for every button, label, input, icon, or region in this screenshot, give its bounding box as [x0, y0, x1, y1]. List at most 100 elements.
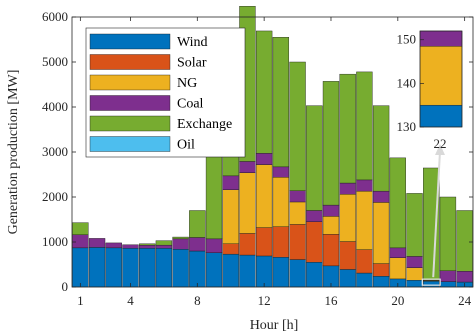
inset-hour-label: 22 — [434, 136, 447, 151]
inset-y-tick-label-130: 130 — [397, 119, 417, 134]
bar-exchange-h18 — [356, 71, 373, 181]
bar-exchange-h6 — [155, 240, 173, 246]
legend-label-solar: Solar — [177, 56, 207, 71]
bar-ng-h12 — [255, 164, 273, 228]
bar-coal-h23 — [439, 270, 457, 282]
y-tick-label-2000: 2000 — [42, 189, 68, 204]
bar-coal-h24 — [456, 271, 473, 283]
legend-label-coal: Coal — [177, 97, 204, 112]
bar-exchange-h19 — [372, 105, 390, 192]
bar-solar-h12 — [255, 227, 273, 257]
bar-coal-h17 — [339, 182, 356, 195]
bar-solar-h14 — [289, 224, 306, 260]
y-tick-label-1000: 1000 — [42, 234, 68, 249]
bar-exchange-h7 — [172, 236, 189, 240]
bar-wind-h19 — [372, 276, 390, 288]
bar-ng-h13 — [272, 176, 290, 227]
bar-wind-h4 — [122, 248, 139, 288]
inset-y-tick-label-140: 140 — [397, 75, 417, 90]
inset-segment-wind — [419, 104, 463, 128]
bar-coal-h20 — [389, 247, 406, 258]
bar-ng-h17 — [339, 194, 356, 242]
x-tick-label-16: 16 — [324, 293, 338, 308]
legend-swatch-ng — [89, 74, 171, 91]
bar-coal-h15 — [306, 210, 323, 222]
bar-wind-h21 — [406, 280, 423, 288]
bar-exchange-h1 — [72, 222, 89, 235]
bar-solar-h16 — [322, 234, 340, 267]
bar-wind-h23 — [439, 281, 457, 288]
bar-solar-h19 — [372, 263, 390, 277]
bar-wind-h22 — [423, 280, 440, 288]
legend-label-ng: NG — [177, 76, 197, 91]
bar-wind-h6 — [155, 248, 173, 288]
bar-coal-h3 — [105, 242, 122, 249]
bar-wind-h1 — [72, 247, 89, 288]
inset-frame — [419, 30, 463, 128]
bar-exchange-h5 — [139, 243, 156, 246]
bars-layer — [72, 5, 473, 288]
bar-wind-h15 — [306, 262, 323, 288]
legend-swatch-oil — [89, 136, 171, 152]
bar-wind-h9 — [205, 252, 223, 288]
bar-wind-h7 — [172, 248, 189, 288]
bar-solar-h17 — [339, 241, 356, 270]
bar-coal-h8 — [189, 237, 206, 252]
legend-label-oil: Oil — [177, 138, 195, 153]
bar-wind-h13 — [272, 257, 290, 288]
bar-coal-h11 — [239, 161, 256, 173]
y-tick-label-0: 0 — [62, 279, 69, 294]
legend-swatch-exchange — [89, 115, 171, 132]
bar-exchange-h8 — [189, 210, 206, 238]
bar-coal-h10 — [222, 175, 239, 191]
bar-coal-h1 — [72, 234, 89, 249]
bar-exchange-h23 — [439, 196, 457, 272]
bar-ng-h10 — [222, 189, 239, 245]
bar-solar-h11 — [239, 233, 256, 256]
legend-box — [85, 27, 246, 158]
x-tick-label-1: 1 — [77, 293, 84, 308]
bar-wind-h14 — [289, 259, 306, 288]
bar-exchange-h12 — [255, 30, 273, 154]
y-tick-label-6000: 6000 — [42, 9, 68, 24]
x-tick-label-24: 24 — [458, 293, 472, 308]
bar-exchange-h15 — [306, 105, 323, 211]
bar-exchange-h24 — [456, 210, 473, 272]
bar-coal-h2 — [88, 238, 106, 248]
bar-wind-h2 — [88, 247, 106, 288]
bar-coal-h21 — [406, 256, 423, 268]
bar-wind-h8 — [189, 250, 206, 288]
bar-ng-h14 — [289, 201, 306, 225]
y-axis-label: Generation production [MW] — [6, 70, 21, 235]
bar-ng-h16 — [322, 216, 340, 235]
bar-wind-h17 — [339, 269, 356, 288]
bar-ng-h19 — [372, 202, 390, 264]
y-tick-label-4000: 4000 — [42, 99, 68, 114]
bar-exchange-h13 — [272, 37, 290, 168]
bar-exchange-h17 — [339, 73, 356, 184]
inset-segment-coal — [419, 30, 463, 47]
legend-swatch-solar — [89, 54, 171, 70]
inset-highlight-box — [421, 278, 441, 286]
legend-swatch-coal — [89, 95, 171, 111]
y-tick-label-5000: 5000 — [42, 54, 68, 69]
bar-wind-h11 — [239, 254, 256, 288]
bar-coal-h6 — [155, 244, 173, 249]
inset-arrow-head — [435, 144, 445, 155]
bar-ng-h20 — [389, 257, 406, 280]
bar-coal-h9 — [205, 238, 223, 254]
bar-solar-h10 — [222, 243, 239, 255]
x-axis-label: Hour [h] — [250, 318, 299, 333]
bar-wind-h3 — [105, 247, 122, 288]
bar-coal-h12 — [255, 153, 273, 165]
x-tick-label-20: 20 — [391, 293, 404, 308]
inset-chart: 130 140 150 22 — [397, 30, 463, 286]
x-tick-label-8: 8 — [194, 293, 201, 308]
bar-ng-h11 — [239, 172, 256, 234]
bar-solar-h18 — [356, 249, 373, 274]
bar-coal-h7 — [172, 238, 189, 250]
bar-wind-h18 — [356, 272, 373, 288]
bar-ng-h21 — [406, 267, 423, 281]
